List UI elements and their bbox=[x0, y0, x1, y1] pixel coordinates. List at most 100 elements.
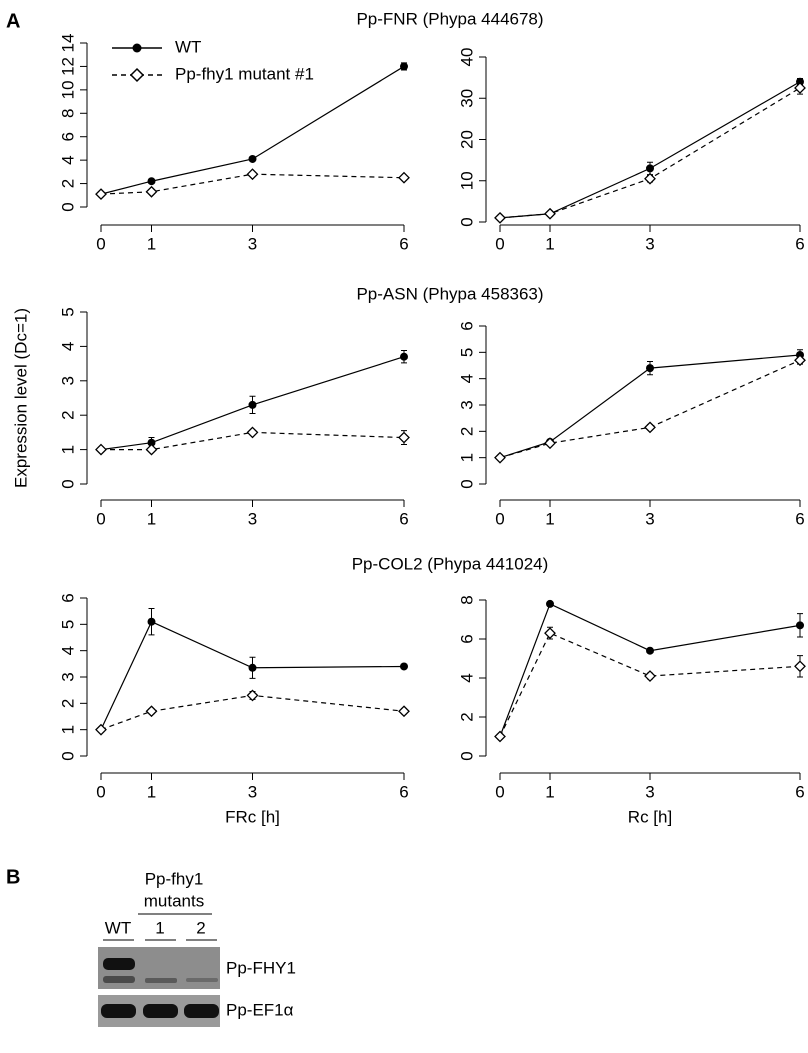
y-tick-label: 20 bbox=[457, 130, 476, 149]
x-tick-label: 1 bbox=[147, 782, 156, 801]
marker bbox=[399, 173, 409, 183]
x-tick-label: 0 bbox=[495, 782, 504, 801]
y-tick-label: 10 bbox=[58, 80, 77, 99]
marker bbox=[645, 174, 655, 184]
x-tick-label: 3 bbox=[645, 234, 654, 253]
marker bbox=[646, 647, 654, 655]
band bbox=[145, 978, 177, 983]
y-tick-label: 5 bbox=[457, 348, 476, 357]
marker bbox=[148, 177, 156, 185]
group-label: mutants bbox=[144, 891, 204, 910]
marker bbox=[399, 706, 409, 716]
marker bbox=[545, 209, 555, 219]
lane-label: 2 bbox=[196, 918, 205, 937]
x-tick-label: 3 bbox=[248, 234, 257, 253]
y-tick-label: 3 bbox=[58, 376, 77, 385]
legend-marker bbox=[131, 69, 143, 81]
gene-label: Pp-FHY1 bbox=[226, 958, 296, 977]
y-tick-label: 0 bbox=[58, 202, 77, 211]
x-axis-label: Rc [h] bbox=[628, 807, 672, 826]
y-tick-label: 0 bbox=[58, 751, 77, 760]
marker bbox=[796, 621, 804, 629]
band bbox=[184, 1004, 219, 1018]
y-tick-label: 6 bbox=[457, 321, 476, 330]
marker bbox=[249, 664, 257, 672]
x-tick-label: 6 bbox=[399, 509, 408, 528]
y-tick-label: 2 bbox=[58, 410, 77, 419]
legend-label: WT bbox=[175, 37, 201, 56]
y-tick-label: 2 bbox=[58, 699, 77, 708]
x-tick-label: 6 bbox=[399, 782, 408, 801]
x-tick-label: 1 bbox=[545, 234, 554, 253]
x-axis-label: FRc [h] bbox=[225, 807, 280, 826]
page: A B Pp-fhy1 mutants WT 1 2 Pp-FHY1 Pp-EF… bbox=[0, 0, 808, 1053]
marker bbox=[148, 618, 156, 626]
marker bbox=[249, 155, 257, 163]
gene-label: Pp-EF1α bbox=[226, 1000, 294, 1019]
marker bbox=[147, 445, 157, 455]
marker bbox=[646, 164, 654, 172]
x-tick-label: 6 bbox=[795, 234, 804, 253]
marker bbox=[645, 671, 655, 681]
marker bbox=[400, 353, 408, 361]
marker bbox=[400, 62, 408, 70]
chart-title: Pp-ASN (Phypa 458363) bbox=[356, 284, 543, 303]
marker bbox=[795, 661, 805, 671]
y-tick-label: 4 bbox=[58, 646, 77, 655]
x-tick-label: 6 bbox=[795, 782, 804, 801]
y-tick-label: 4 bbox=[58, 342, 77, 351]
x-tick-label: 1 bbox=[147, 234, 156, 253]
x-tick-label: 3 bbox=[645, 782, 654, 801]
y-tick-label: 40 bbox=[457, 48, 476, 67]
marker bbox=[645, 422, 655, 432]
marker bbox=[96, 725, 106, 735]
marker bbox=[147, 187, 157, 197]
y-tick-label: 14 bbox=[58, 34, 77, 53]
marker bbox=[400, 662, 408, 670]
y-tick-label: 0 bbox=[457, 479, 476, 488]
marker bbox=[248, 690, 258, 700]
band bbox=[101, 1004, 136, 1018]
y-tick-label: 12 bbox=[58, 57, 77, 76]
y-tick-label: 5 bbox=[58, 307, 77, 316]
x-tick-label: 0 bbox=[96, 782, 105, 801]
y-tick-label: 4 bbox=[457, 673, 476, 682]
panel-label: A bbox=[6, 10, 20, 32]
y-tick-label: 4 bbox=[457, 374, 476, 383]
panel-label: B bbox=[6, 866, 20, 888]
y-tick-label: 1 bbox=[58, 725, 77, 734]
x-tick-label: 3 bbox=[248, 782, 257, 801]
marker bbox=[399, 433, 409, 443]
gel: Pp-fhy1 mutants WT 1 2 Pp-FHY1 Pp-EF1α bbox=[98, 869, 296, 1027]
x-tick-label: 1 bbox=[545, 782, 554, 801]
x-tick-label: 3 bbox=[645, 509, 654, 528]
lane-label: 1 bbox=[155, 918, 164, 937]
marker bbox=[545, 628, 555, 638]
x-tick-label: 0 bbox=[495, 234, 504, 253]
y-tick-label: 1 bbox=[457, 453, 476, 462]
y-tick-label: 8 bbox=[457, 595, 476, 604]
y-tick-label: 0 bbox=[457, 751, 476, 760]
marker bbox=[646, 364, 654, 372]
y-tick-label: 6 bbox=[58, 132, 77, 141]
y-axis-label: Expression level (Dc=1) bbox=[11, 308, 30, 488]
band bbox=[186, 978, 218, 982]
marker bbox=[546, 600, 554, 608]
x-tick-label: 3 bbox=[248, 509, 257, 528]
figure: A B Pp-fhy1 mutants WT 1 2 Pp-FHY1 Pp-EF… bbox=[0, 0, 808, 1053]
y-tick-label: 3 bbox=[457, 400, 476, 409]
y-tick-label: 1 bbox=[58, 445, 77, 454]
y-tick-label: 6 bbox=[457, 634, 476, 643]
chart-title: Pp-COL2 (Phypa 441024) bbox=[352, 554, 549, 573]
y-tick-label: 2 bbox=[58, 179, 77, 188]
marker bbox=[147, 706, 157, 716]
band bbox=[103, 958, 135, 970]
lane-label: WT bbox=[105, 918, 131, 937]
marker bbox=[495, 453, 505, 463]
y-tick-label: 8 bbox=[58, 109, 77, 118]
x-tick-label: 0 bbox=[495, 509, 504, 528]
y-tick-label: 30 bbox=[457, 89, 476, 108]
x-tick-label: 6 bbox=[795, 509, 804, 528]
marker bbox=[96, 445, 106, 455]
x-tick-label: 1 bbox=[147, 509, 156, 528]
